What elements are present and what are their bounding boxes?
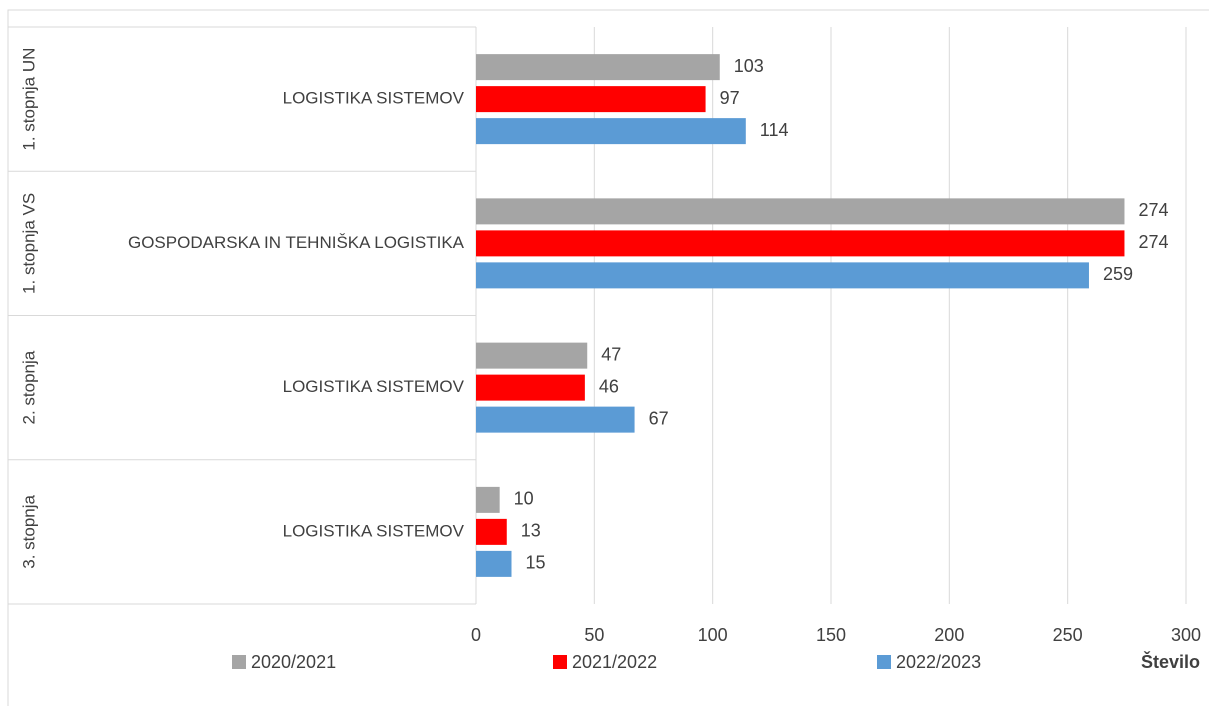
legend-label: 2020/2021: [251, 652, 336, 672]
legend-label: 2022/2023: [896, 652, 981, 672]
x-axis-title: Število: [1141, 651, 1200, 672]
bar: [476, 374, 585, 401]
x-tick-label: 150: [816, 625, 846, 645]
data-label: 67: [649, 408, 669, 428]
bar: [476, 342, 588, 369]
category-label: LOGISTIKA SISTEMOV: [283, 521, 465, 540]
x-tick-label: 100: [698, 625, 728, 645]
data-label: 274: [1138, 232, 1168, 252]
x-tick-label: 200: [934, 625, 964, 645]
legend-swatch: [232, 655, 246, 669]
bar: [476, 486, 500, 513]
bar: [476, 406, 635, 433]
data-label: 97: [720, 88, 740, 108]
data-label: 114: [760, 120, 789, 140]
category-label: LOGISTIKA SISTEMOV: [283, 89, 465, 108]
bar: [476, 54, 720, 81]
data-label: 15: [526, 553, 546, 573]
data-label: 10: [514, 489, 534, 509]
x-tick-label: 250: [1053, 625, 1083, 645]
group-label: 2. stopnja: [19, 350, 38, 424]
category-label: LOGISTIKA SISTEMOV: [283, 377, 465, 396]
bar: [476, 230, 1125, 257]
legend-swatch: [877, 655, 891, 669]
bar: [476, 86, 706, 113]
bar: [476, 198, 1125, 225]
data-label: 274: [1138, 200, 1168, 220]
group-label: 1. stopnja UN: [19, 48, 38, 151]
category-label: GOSPODARSKA IN TEHNIŠKA LOGISTIKA: [128, 233, 465, 252]
x-tick-label: 0: [471, 625, 481, 645]
data-label: 13: [521, 521, 541, 541]
bar: [476, 262, 1089, 289]
data-label: 103: [734, 56, 764, 76]
bar: [476, 550, 512, 577]
bar: [476, 118, 746, 145]
group-label: 1. stopnja VS: [19, 193, 38, 294]
group-label: 3. stopnja: [19, 494, 38, 568]
data-label: 46: [599, 376, 619, 396]
chart-frame: [7, 9, 1209, 706]
x-tick-label: 50: [584, 625, 604, 645]
legend-label: 2021/2022: [572, 652, 657, 672]
data-label: 259: [1103, 264, 1133, 284]
data-label: 47: [601, 344, 621, 364]
legend-swatch: [553, 655, 567, 669]
x-tick-label: 300: [1171, 625, 1201, 645]
bar: [476, 518, 507, 545]
